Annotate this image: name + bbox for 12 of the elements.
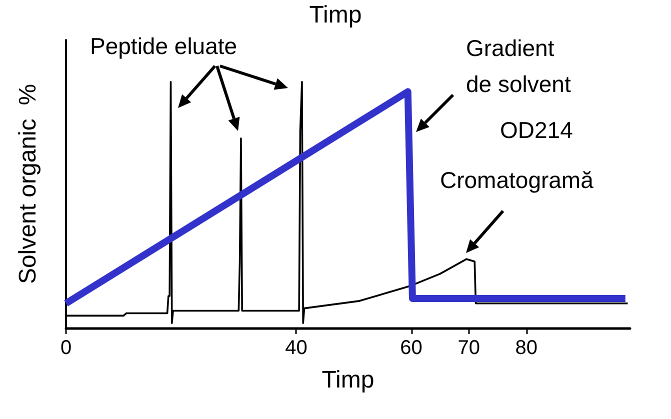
text: Peptide eluate	[90, 33, 238, 59]
annotation: Gradient de solvent	[466, 35, 572, 97]
x-tick-label: 40	[285, 337, 308, 359]
annotation: OD214	[500, 117, 574, 143]
y-axis-title: Solvent organic %	[14, 84, 42, 284]
x-tick-label: 70	[458, 337, 480, 359]
annotation: Cromatogramă	[440, 167, 594, 193]
x-axis-title: Timp	[309, 2, 362, 28]
x-tick-label: 60	[400, 337, 422, 359]
x-tick-label: 0	[60, 337, 72, 359]
x-tick-label: 80	[515, 337, 538, 359]
text: Timp	[322, 366, 374, 394]
